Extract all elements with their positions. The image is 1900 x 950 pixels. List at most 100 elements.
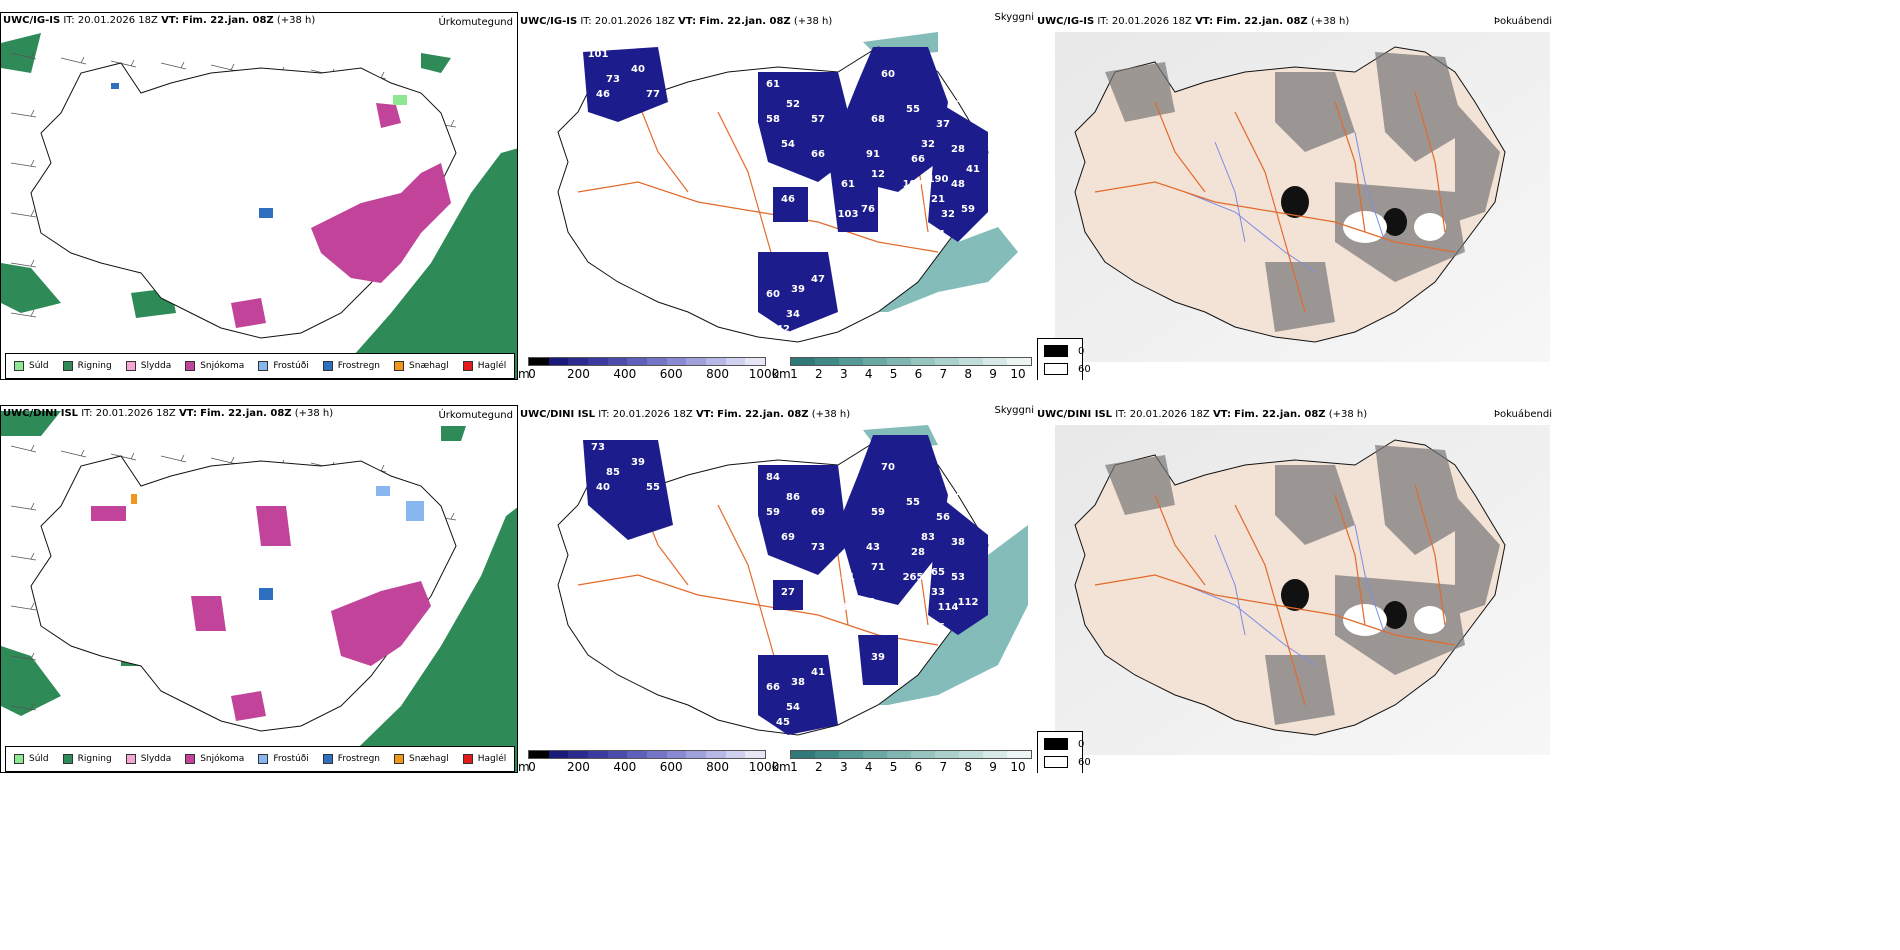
colorbar-cell: [627, 358, 648, 365]
it-value: 20.01.2026 18Z: [612, 409, 693, 420]
colorbar-tick: 400: [613, 760, 637, 773]
colorbar-cell: [959, 358, 983, 365]
lead-time: (+38 h): [276, 15, 316, 26]
panel-title-precip: Úrkomutegund: [438, 17, 513, 28]
colorbar-cell: [588, 358, 608, 365]
fog-swatch: [1044, 363, 1068, 375]
height-colorbar: m 0 200 400 600 800 1000: [518, 355, 779, 380]
legend-label: Snæhagl: [409, 754, 449, 764]
colorbar-tick: 2: [815, 367, 823, 380]
legend-swatch: [14, 754, 24, 764]
precip-legend: Súld Rigning Slydda Snjókoma Frostúði Fr…: [5, 353, 516, 379]
legend-label: Súld: [29, 754, 49, 764]
colorbar-tick: 800: [706, 367, 730, 380]
legend-swatch: [394, 754, 405, 764]
colorbar-tick: 10: [1010, 367, 1026, 380]
km-cells: [790, 357, 1032, 366]
colorbar-cell: [839, 358, 863, 365]
legend-swatch: [258, 754, 269, 764]
it-label: IT:: [580, 16, 592, 27]
legend-label: Frostregn: [337, 754, 381, 764]
visibility-value: 28: [911, 547, 925, 558]
visibility-value: 39: [791, 284, 805, 295]
panel-header: UWC/DINI ISL IT: 20.01.2026 18Z VT: Fim.…: [1037, 409, 1367, 420]
height-ticks: 0 200 400 600 800 1000: [528, 760, 779, 773]
visibility-value: 91: [866, 149, 880, 160]
km-unit: km: [772, 367, 791, 380]
legend-label: Snæhagl: [409, 361, 449, 371]
road-network: [1094, 484, 1456, 706]
visibility-value: 66: [911, 154, 925, 165]
freezing-rain-area: [259, 588, 273, 600]
visibility-value: 38: [791, 677, 805, 688]
colorbar-cell: [686, 358, 707, 365]
visibility-value: 103: [838, 209, 859, 220]
colorbar-tick: 8: [964, 367, 973, 380]
legend-swatch: [62, 361, 73, 371]
colorbar-tick: 0: [528, 760, 536, 773]
colorbar-tick: 8: [964, 760, 973, 773]
visibility-value: 69: [781, 532, 795, 543]
legend-label: Slydda: [140, 754, 172, 764]
precip-type-panel-top: UWC/IG-IS IT: 20.01.2026 18Z VT: Fim. 22…: [0, 12, 518, 380]
low-visibility-area: [583, 47, 988, 332]
visibility-value: 55: [646, 482, 660, 493]
colorbar-tick: 1: [790, 367, 798, 380]
km-ticks: 1 2 3 4 5 6 7 8 9 10: [790, 367, 1025, 380]
visibility-value: 60: [881, 69, 895, 80]
it-label: IT:: [1097, 16, 1109, 27]
visibility-value: 41: [811, 667, 825, 678]
visibility-value: 197: [903, 179, 924, 190]
visibility-value: 53: [911, 597, 925, 608]
legend-item-sleet: Slydda: [125, 361, 172, 371]
vt-value: Fim. 22.jan. 08Z: [1234, 409, 1326, 420]
visibility-value: 60: [766, 289, 780, 300]
model-name: UWC/IG-IS: [3, 15, 61, 26]
visibility-value: 33: [931, 587, 945, 598]
colorbar-cell: [791, 358, 815, 365]
colorbar-cell: [568, 751, 589, 758]
visibility-value: 41: [841, 572, 855, 583]
visibility-value: 84: [766, 472, 780, 483]
panel-title-visibility: Skyggni: [994, 405, 1034, 416]
legend-swatch: [125, 361, 136, 371]
legend-swatch: [394, 361, 405, 371]
precip-map-bottom: [1, 411, 517, 772]
it-value: 20.01.2026 18Z: [77, 15, 158, 26]
colorbar-cell: [548, 751, 569, 758]
legend-swatch: [185, 754, 196, 764]
visibility-value: 47: [811, 274, 825, 285]
colorbar-cell: [666, 358, 687, 365]
legend-label: Frostúði: [273, 754, 309, 764]
visibility-value: 32: [941, 209, 955, 220]
fog-legend-label: 0: [1078, 738, 1085, 750]
visibility-value: 61: [841, 179, 855, 190]
visibility-value: 69: [811, 507, 825, 518]
colorbar-cell: [548, 358, 569, 365]
colorbar-cell: [529, 358, 549, 365]
visibility-value: 83: [921, 532, 935, 543]
visibility-value: 28: [951, 144, 965, 155]
legend-swatch: [125, 754, 136, 764]
visibility-value: 37: [956, 94, 970, 105]
lead-time: (+38 h): [811, 409, 851, 420]
visibility-panel-top: 101 73 40 46 77 61 52 58 57 54 66 60 55 37 28 68 32 91 66 1…: [518, 12, 1035, 380]
visibility-value: 112: [958, 597, 979, 608]
km-colorbar: km 1 2 3 4 5 6 7 8 9 10: [770, 355, 1035, 380]
fog-white-spots: [1343, 604, 1446, 636]
visibility-value: 54: [786, 702, 800, 713]
colorbar-cell: [745, 751, 766, 758]
legend-label: Slydda: [140, 361, 172, 371]
visibility-value: 32: [921, 139, 935, 150]
lead-time: (+38 h): [793, 16, 833, 27]
visibility-value: 59: [961, 204, 975, 215]
visibility-map-bottom: 73 85 39 40 55 84 86 59 69 69 73 70 55 56 38 59 83 43 28 65…: [557, 425, 1028, 736]
visibility-value: 56: [936, 512, 950, 523]
colorbar-cell: [647, 358, 667, 365]
model-name: UWC/DINI ISL: [1037, 409, 1113, 420]
colorbar-cell: [839, 751, 863, 758]
panel-header: UWC/DINI ISL IT: 20.01.2026 18Z VT: Fim.…: [520, 409, 850, 420]
colorbar-tick: 200: [566, 760, 590, 773]
legend-item-freezing-rain: Frostregn: [322, 361, 380, 371]
